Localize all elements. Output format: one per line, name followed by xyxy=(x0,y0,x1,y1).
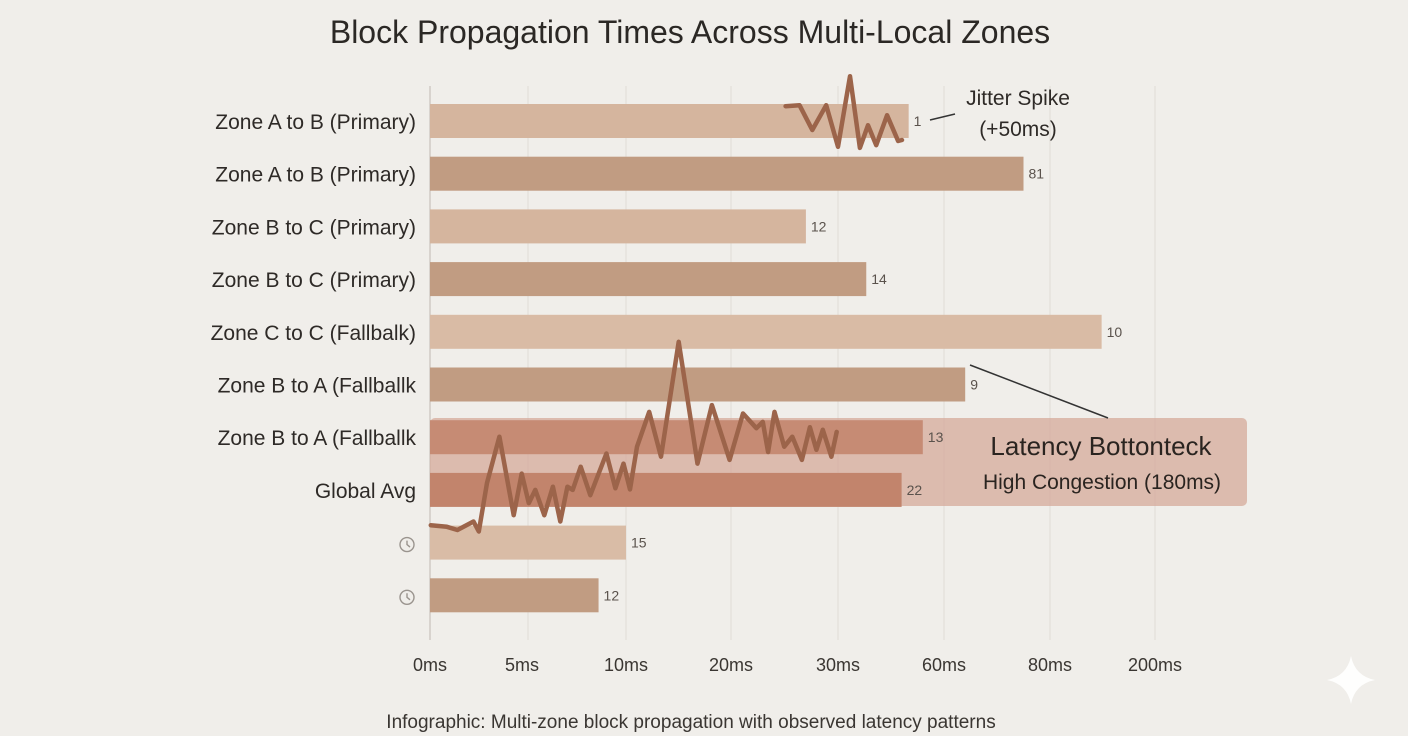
category-label: Zone B to C (Primary) xyxy=(212,216,416,239)
x-tick-label: 30ms xyxy=(816,655,860,675)
category-label: Zone B to C (Primary) xyxy=(212,269,416,292)
annotation-title: Latency Bottonteck xyxy=(990,431,1212,461)
sparkle-icon xyxy=(1327,656,1375,704)
annotation-leader xyxy=(929,113,956,121)
data-label: 9 xyxy=(970,377,978,393)
bar xyxy=(430,472,902,507)
data-label: 22 xyxy=(907,482,923,498)
data-label: 13 xyxy=(928,429,944,445)
x-tick-label: 80ms xyxy=(1028,655,1072,675)
bar xyxy=(430,420,923,455)
annotation-title: Jitter Spike xyxy=(966,87,1070,110)
annotation-subtitle: (+50ms) xyxy=(979,118,1057,141)
category-label: Zone B to A (Fallballk xyxy=(218,427,417,450)
chart-title: Block Propagation Times Across Multi-Loc… xyxy=(329,14,1051,50)
jitter-line-congestion xyxy=(428,339,839,534)
data-label: 1 xyxy=(914,113,922,129)
jitter-line-jitter xyxy=(783,73,905,151)
clock-icon xyxy=(399,589,415,605)
chart-caption: Infographic: Multi-zone block propagatio… xyxy=(386,712,996,733)
data-label: 12 xyxy=(604,587,620,603)
data-label: 12 xyxy=(811,218,827,234)
data-label: 81 xyxy=(1029,166,1045,182)
bar xyxy=(430,156,1024,191)
category-label: Zone C to C (Fallbalk) xyxy=(211,322,416,345)
bar xyxy=(430,578,599,613)
x-tick-label: 60ms xyxy=(922,655,966,675)
x-tick-label: 5ms xyxy=(505,655,539,675)
annotation-subtitle: High Congestion (180ms) xyxy=(983,471,1221,494)
data-label: 10 xyxy=(1107,324,1123,340)
bar xyxy=(430,525,626,560)
category-label: Global Avg xyxy=(315,480,416,503)
x-tick-label: 20ms xyxy=(709,655,753,675)
annotation-leader xyxy=(969,364,1109,419)
bar xyxy=(430,262,867,297)
bar xyxy=(430,104,909,138)
category-label: Zone A to B (Primary) xyxy=(215,164,416,187)
bar xyxy=(430,367,966,402)
category-label: Zone A to B (Primary) xyxy=(215,111,416,134)
bar xyxy=(430,209,806,244)
clock-icon xyxy=(399,536,415,553)
bar xyxy=(430,314,1102,349)
x-tick-label: 0ms xyxy=(413,655,447,675)
data-label: 15 xyxy=(631,535,647,551)
x-tick-label: 10ms xyxy=(604,655,648,675)
category-label: Zone B to A (Fallballk xyxy=(218,375,417,398)
data-label: 14 xyxy=(871,271,887,287)
x-tick-label: 200ms xyxy=(1128,655,1182,675)
